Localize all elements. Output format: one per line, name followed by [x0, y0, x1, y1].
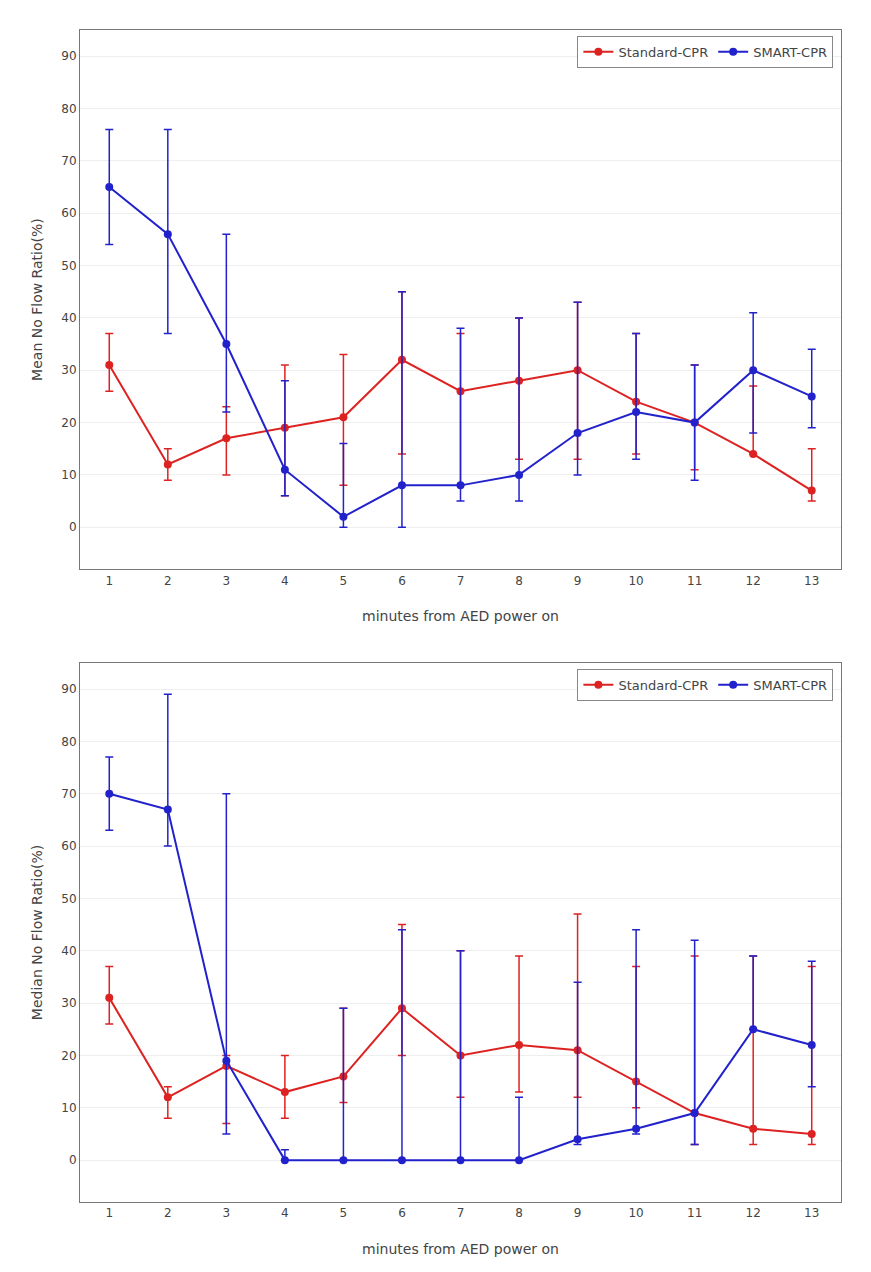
- svg-text:10: 10: [61, 1101, 76, 1115]
- svg-text:60: 60: [61, 206, 76, 220]
- svg-text:1: 1: [105, 574, 113, 588]
- svg-text:50: 50: [61, 892, 76, 906]
- svg-text:3: 3: [223, 574, 231, 588]
- svg-text:10: 10: [628, 574, 643, 588]
- svg-text:8: 8: [515, 1206, 523, 1220]
- svg-text:40: 40: [61, 311, 76, 325]
- svg-text:90: 90: [61, 682, 76, 696]
- svg-text:5: 5: [340, 1206, 348, 1220]
- svg-text:Median No Flow Ratio(%): Median No Flow Ratio(%): [29, 845, 45, 1020]
- svg-text:10: 10: [628, 1206, 643, 1220]
- svg-text:6: 6: [398, 574, 406, 588]
- svg-text:40: 40: [61, 944, 76, 958]
- svg-text:2: 2: [164, 1206, 172, 1220]
- svg-text:11: 11: [687, 1206, 702, 1220]
- svg-text:12: 12: [746, 1206, 761, 1220]
- svg-text:7: 7: [457, 574, 465, 588]
- svg-text:7: 7: [457, 1206, 465, 1220]
- svg-text:SMART-CPR: SMART-CPR: [753, 678, 827, 693]
- svg-text:9: 9: [574, 1206, 582, 1220]
- svg-text:4: 4: [281, 574, 289, 588]
- svg-text:1: 1: [105, 1206, 113, 1220]
- svg-text:11: 11: [687, 574, 702, 588]
- svg-text:3: 3: [223, 1206, 231, 1220]
- svg-text:4: 4: [281, 1206, 289, 1220]
- svg-text:0: 0: [69, 520, 77, 534]
- svg-text:70: 70: [61, 787, 76, 801]
- svg-text:2: 2: [164, 574, 172, 588]
- svg-text:20: 20: [61, 1049, 76, 1063]
- svg-text:8: 8: [515, 574, 523, 588]
- svg-text:60: 60: [61, 839, 76, 853]
- svg-text:90: 90: [61, 49, 76, 63]
- svg-text:12: 12: [746, 574, 761, 588]
- svg-text:50: 50: [61, 259, 76, 273]
- svg-text:9: 9: [574, 574, 582, 588]
- svg-text:20: 20: [61, 416, 76, 430]
- svg-text:minutes from AED power on: minutes from AED power on: [362, 608, 559, 624]
- svg-text:Standard-CPR: Standard-CPR: [618, 678, 708, 693]
- svg-text:6: 6: [398, 1206, 406, 1220]
- svg-text:30: 30: [61, 363, 76, 377]
- svg-text:80: 80: [61, 735, 76, 749]
- svg-text:70: 70: [61, 154, 76, 168]
- svg-text:Mean No Flow Ratio(%): Mean No Flow Ratio(%): [29, 218, 45, 381]
- svg-text:5: 5: [340, 574, 348, 588]
- svg-text:SMART-CPR: SMART-CPR: [753, 45, 827, 60]
- svg-text:0: 0: [69, 1153, 77, 1167]
- svg-text:Standard-CPR: Standard-CPR: [618, 45, 708, 60]
- svg-text:80: 80: [61, 102, 76, 116]
- svg-text:30: 30: [61, 996, 76, 1010]
- svg-text:13: 13: [804, 1206, 819, 1220]
- svg-text:minutes from AED power on: minutes from AED power on: [362, 1241, 559, 1257]
- svg-text:10: 10: [61, 468, 76, 482]
- svg-text:13: 13: [804, 574, 819, 588]
